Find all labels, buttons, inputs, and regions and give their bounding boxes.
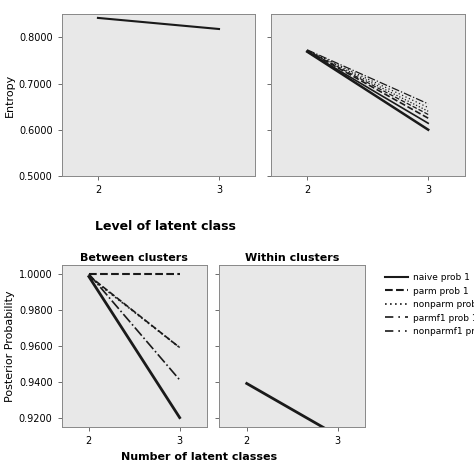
Y-axis label: Posterior Probability: Posterior Probability <box>5 290 15 401</box>
Title: Within clusters: Within clusters <box>245 253 339 263</box>
Y-axis label: Entropy: Entropy <box>5 73 15 117</box>
Title: Between clusters: Between clusters <box>80 253 188 263</box>
Text: Level of latent class: Level of latent class <box>95 220 237 233</box>
Text: Number of latent classes: Number of latent classes <box>121 452 277 462</box>
Legend: naive prob 1, parm prob 1, nonparm prob 1, parmf1 prob 1, nonparmf1 prob 1: naive prob 1, parm prob 1, nonparm prob … <box>382 269 474 340</box>
